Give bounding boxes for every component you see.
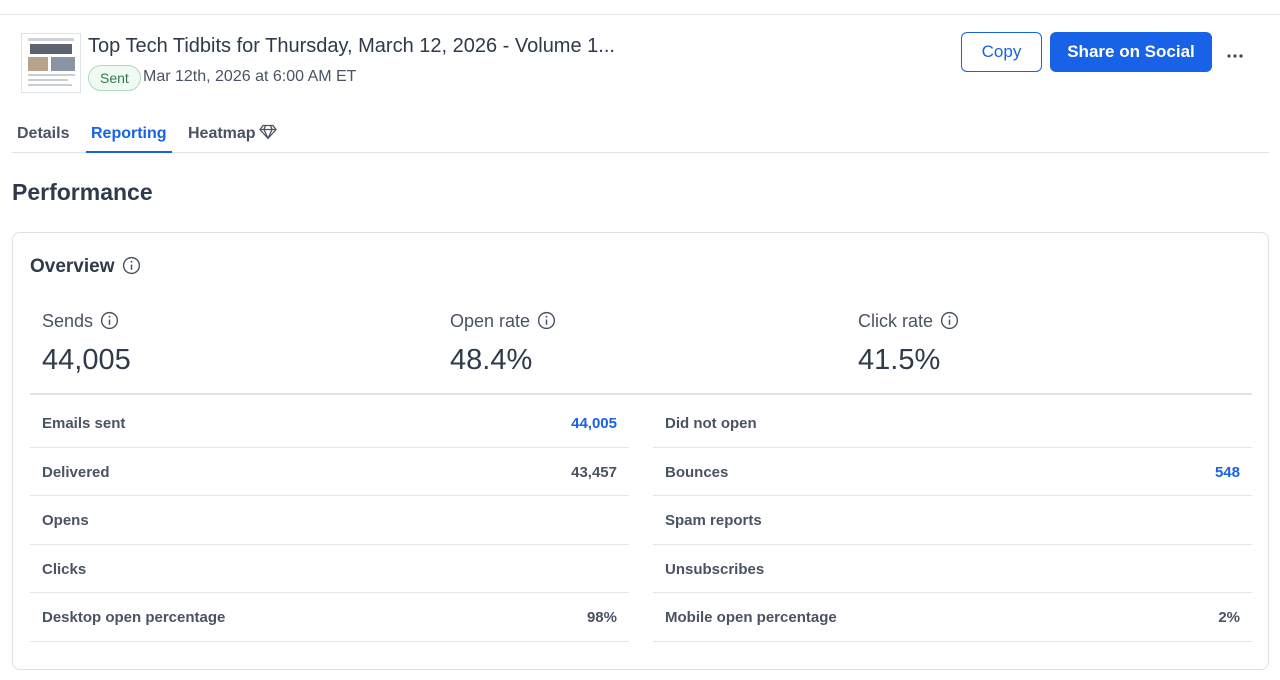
tab-label: Heatmap [188,125,256,142]
stat-value: 43,457 [571,463,617,481]
stat-label: Mobile open percentage [665,609,837,627]
tab-reporting[interactable]: Reporting [86,118,172,153]
stats-column-right: Did not open Bounces 548 Spam reports Un… [653,399,1252,642]
metric-label-text: Sends [42,311,94,331]
tab-label: Reporting [91,125,167,142]
stat-label: Desktop open percentage [42,609,226,627]
metric-sends: Sends 44,005 [42,309,131,377]
stat-value: 98% [586,609,617,627]
info-icon[interactable] [122,256,141,275]
metric-value: 41.5% [858,344,941,376]
metric-label: Open rate [450,309,556,333]
tab-details[interactable]: Details [12,118,74,153]
metric-label: Sends [42,309,131,333]
stat-row-bounces: Bounces 548 [653,448,1252,497]
stat-value-link[interactable]: 44,005 [571,415,617,432]
stat-row-opens: Opens [30,496,629,545]
stat-label: Clicks [42,560,87,578]
overview-heading: Overview [30,256,141,278]
stat-label: Spam reports [665,512,762,530]
tab-heatmap[interactable]: Heatmap [183,118,282,153]
copy-button[interactable]: Copy [961,32,1042,72]
stats-column-left: Emails sent 44,005 Delivered 43,457 Open… [30,399,629,642]
metric-value: 48.4% [450,344,533,376]
share-on-social-button[interactable]: Share on Social [1050,32,1212,72]
stat-row-clicks: Clicks [30,545,629,594]
metric-value: 44,005 [42,344,131,376]
stat-value: 2% [1218,609,1240,627]
stat-label: Unsubscribes [665,560,765,578]
stat-label: Bounces [665,463,729,481]
campaign-title: Top Tech Tidbits for Thursday, March 12,… [88,35,615,57]
tab-bar: Details Reporting Heatmap [12,118,1269,153]
info-icon[interactable] [940,311,959,330]
page-title: Performance [12,179,153,205]
stat-row-emails-sent: Emails sent 44,005 [30,399,629,448]
stat-row-did-not-open: Did not open [653,399,1252,448]
stat-label: Did not open [665,415,757,432]
status-badge: Sent [88,65,141,91]
info-icon[interactable] [537,311,556,330]
metric-label-text: Click rate [858,311,934,331]
stat-label: Delivered [42,463,110,481]
stat-label: Emails sent [42,415,126,432]
overview-card: Overview Sends 44,005 Open rate 48.4% Cl… [12,232,1269,670]
metrics-divider [30,393,1252,395]
overview-title: Overview [30,256,115,277]
tab-label: Details [17,125,70,142]
more-options-icon[interactable] [1222,38,1248,66]
stat-row-unsubscribes: Unsubscribes [653,545,1252,594]
info-icon[interactable] [100,311,119,330]
stat-value-link[interactable]: 548 [1214,463,1240,481]
campaign-thumbnail[interactable] [21,33,81,93]
stat-row-spam-reports: Spam reports [653,496,1252,545]
stat-row-mobile-open: Mobile open percentage 2% [653,593,1252,642]
top-divider [0,14,1280,15]
metric-label: Click rate [858,309,959,333]
diamond-icon [258,124,277,140]
metric-open-rate: Open rate 48.4% [450,309,556,377]
metric-click-rate: Click rate 41.5% [858,309,959,377]
metric-label-text: Open rate [450,311,531,331]
stat-label: Opens [42,512,89,530]
stat-row-desktop-open: Desktop open percentage 98% [30,593,629,642]
stat-row-delivered: Delivered 43,457 [30,448,629,497]
sent-date: Mar 12th, 2026 at 6:00 AM ET [143,68,357,85]
